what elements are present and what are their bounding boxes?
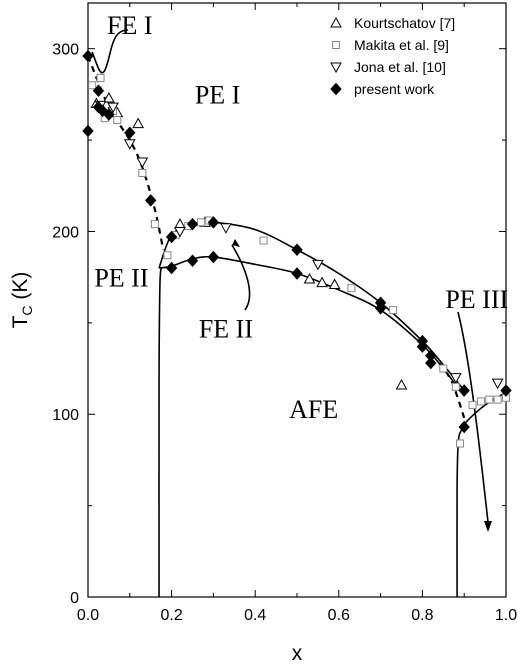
data-point-diamond (165, 261, 178, 275)
legend: Kourtschatov [7] Makita et al. [9] Jona et… (330, 15, 455, 97)
legend-marker-diamond (330, 82, 342, 96)
phase-label: AFE (289, 395, 338, 424)
legend-label: Jona et al. [10] (354, 59, 446, 75)
left-afe-boundary-line (158, 267, 162, 598)
data-point-square (259, 236, 268, 245)
data-point-diamond (82, 49, 94, 63)
data-point-diamond (500, 384, 512, 397)
data-point-square (196, 218, 205, 227)
x-tick-label: 0.8 (411, 607, 433, 624)
data-point-diamond (207, 250, 220, 264)
legend-marker-triangle-down (330, 62, 342, 74)
fe1-leader-line (91, 29, 129, 74)
pe3-arrowhead (484, 521, 492, 532)
data-point-square (476, 397, 485, 406)
data-point-square (347, 284, 356, 293)
data-point-square (163, 251, 172, 260)
y-tick-label: 0 (70, 590, 79, 607)
data-point-triangle-down (449, 373, 462, 384)
x-axis-title: x (292, 642, 303, 665)
y-axis-title: TC (K) (9, 272, 35, 329)
data-point-triangle-down (491, 378, 504, 390)
data-markers (82, 49, 512, 448)
data-point-diamond (186, 217, 199, 231)
data-point-diamond (374, 301, 387, 315)
data-point-square (493, 395, 502, 404)
data-point-square (113, 115, 122, 124)
y-tick-label: 300 (52, 42, 79, 59)
data-point-triangle-down (312, 259, 324, 271)
x-tick-label: 0.6 (328, 607, 350, 624)
data-point-diamond (458, 420, 470, 434)
axis-labels: 0.0 0.2 0.4 0.6 0.8 1.0 0 100 200 300 x TC (K) (9, 42, 517, 665)
data-point-diamond (82, 124, 94, 138)
data-point-triangle-up (395, 378, 408, 390)
data-point-diamond (291, 267, 303, 280)
upper-dome-line (158, 221, 465, 391)
data-point-triangle-up (328, 278, 341, 289)
x-tick-label: 1.0 (495, 607, 517, 624)
data-point-triangle-down (174, 226, 186, 238)
data-point-diamond (207, 216, 220, 229)
data-point-triangle-down (136, 157, 149, 169)
data-point-square (96, 73, 105, 82)
legend-label: Kourtschatov [7] (354, 15, 455, 31)
y-tick-label: 100 (52, 407, 79, 424)
data-point-square (485, 395, 494, 404)
phase-labels: FE I PE I PE II FE II AFE PE III (94, 11, 508, 424)
data-point-diamond (96, 104, 109, 118)
phase-label: PE III (445, 285, 508, 314)
plot-frame (87, 2, 507, 598)
phase-boundaries (86, 29, 507, 598)
legend-label: Makita et al. [9] (354, 37, 449, 53)
phase-label: FE I (107, 11, 153, 40)
data-point-triangle-up (132, 117, 145, 129)
legend-marker-square (332, 41, 340, 49)
data-point-diamond (416, 340, 429, 353)
legend-marker-triangle-up (330, 16, 342, 28)
x-tick-label: 0.0 (77, 607, 99, 624)
data-point-diamond (425, 356, 437, 370)
data-point-triangle-down (107, 102, 119, 114)
phase-label: PE I (195, 81, 241, 110)
data-point-diamond (165, 230, 178, 244)
data-point-triangle-up (303, 272, 316, 284)
data-point-diamond (92, 84, 105, 97)
data-point-diamond (186, 254, 199, 267)
data-point-triangle-up (174, 218, 186, 229)
legend-label: present work (354, 81, 435, 97)
data-point-diamond (103, 108, 115, 121)
fe2-leader-line (231, 244, 251, 311)
phase-label: FE II (199, 314, 253, 343)
data-point-square (138, 168, 147, 177)
pe3-leader-line (457, 311, 489, 523)
fe2-arrowhead (232, 239, 240, 247)
data-point-diamond (124, 126, 136, 140)
data-point-square (451, 382, 460, 391)
data-point-diamond (291, 243, 303, 256)
data-point-triangle-up (316, 276, 328, 288)
data-point-square (150, 220, 159, 229)
data-point-diamond (145, 194, 157, 207)
y-tick-label: 200 (52, 224, 79, 241)
data-point-square (389, 306, 398, 315)
data-point-square (439, 364, 448, 373)
x-tick-label: 0.2 (160, 607, 182, 624)
data-point-square (456, 439, 465, 448)
phase-label: PE II (94, 263, 148, 292)
data-point-square (468, 401, 477, 410)
data-point-triangle-up (103, 92, 115, 103)
data-point-triangle-down (220, 223, 232, 234)
data-point-square (88, 81, 97, 90)
data-point-triangle-down (123, 139, 136, 150)
plot-area (87, 2, 507, 598)
x-tick-label: 0.4 (244, 607, 266, 624)
data-point-diamond (458, 384, 470, 397)
